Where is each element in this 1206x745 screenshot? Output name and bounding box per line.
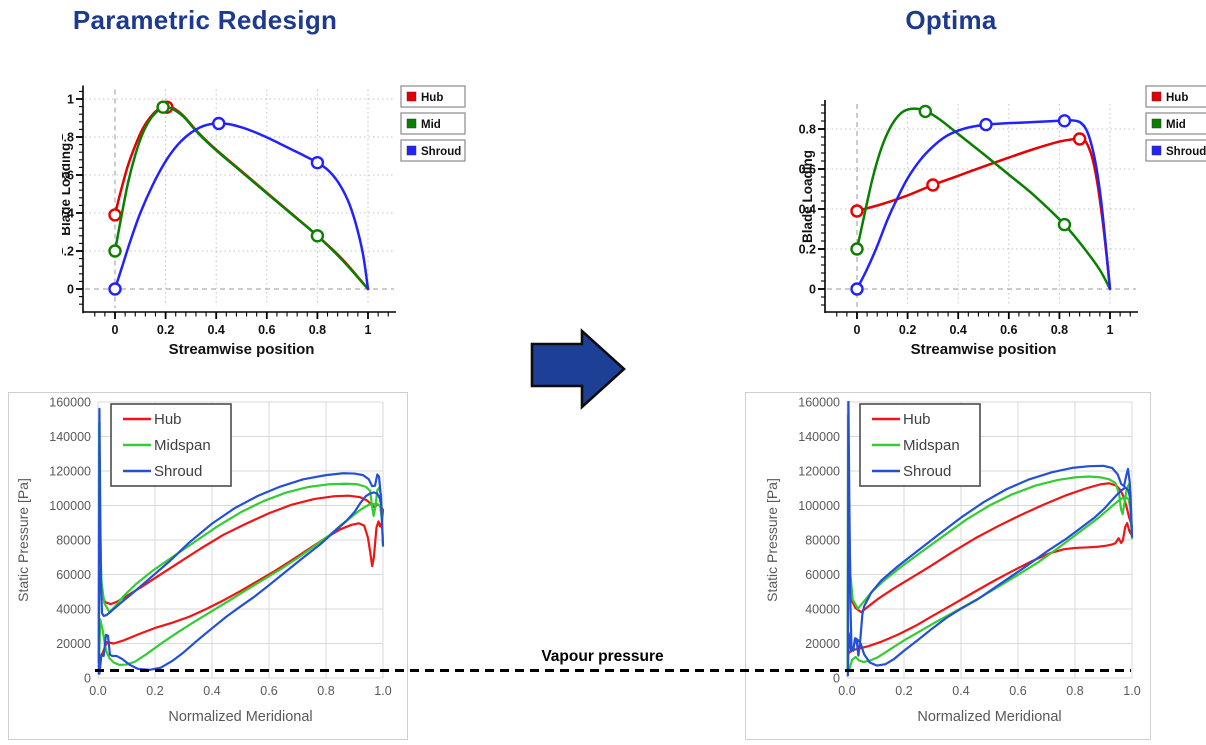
svg-text:140000: 140000 [49, 430, 91, 444]
svg-text:0: 0 [112, 323, 119, 337]
svg-text:40000: 40000 [56, 603, 91, 617]
svg-text:0.4: 0.4 [62, 207, 74, 221]
svg-text:Hub: Hub [421, 92, 443, 104]
svg-text:Streamwise position: Streamwise position [911, 341, 1057, 358]
svg-text:0.2: 0.2 [146, 684, 163, 698]
svg-text:Blade Loading: Blade Loading [800, 150, 815, 243]
svg-text:0.0: 0.0 [89, 684, 106, 698]
svg-text:0.0: 0.0 [838, 684, 855, 698]
static-pressure-chart-right: 0 20000 40000 60000 80000 100000 120000 140000 1… [745, 392, 1151, 740]
svg-text:0.4: 0.4 [950, 323, 967, 337]
svg-text:Mid: Mid [421, 119, 441, 131]
svg-text:0.4: 0.4 [952, 684, 969, 698]
transform-arrow [529, 328, 629, 412]
svg-text:Shroud: Shroud [903, 463, 951, 480]
svg-text:160000: 160000 [798, 396, 840, 410]
series-hub [846, 482, 1134, 655]
series-hub [855, 137, 1112, 291]
svg-text:Streamwise position: Streamwise position [169, 341, 315, 358]
svg-text:100000: 100000 [49, 499, 91, 513]
svg-text:80000: 80000 [805, 534, 840, 548]
svg-text:20000: 20000 [805, 637, 840, 651]
vapour-pressure-label: Vapour pressure [541, 648, 664, 665]
svg-text:0.8: 0.8 [1066, 684, 1083, 698]
svg-text:60000: 60000 [805, 568, 840, 582]
blade-loading-chart-right: 0 0.2 0.4 0.6 0.8 0 0.2 0.4 0.6 0.8 1 Streamwise po… [799, 85, 1206, 358]
svg-text:0.2: 0.2 [62, 245, 74, 259]
blade-loading-chart-left: 0 0.2 0.4 0.6 0.8 1 0 0.2 0.4 0.6 0.8 1 Streamwise p… [62, 85, 466, 358]
svg-text:20000: 20000 [56, 637, 91, 651]
svg-text:0.2: 0.2 [899, 323, 916, 337]
svg-text:1: 1 [67, 93, 74, 107]
svg-text:Static Pressure [Pa]: Static Pressure [Pa] [764, 478, 780, 602]
svg-text:0.6: 0.6 [1000, 323, 1017, 337]
series-mid [113, 105, 370, 291]
svg-text:100000: 100000 [798, 499, 840, 513]
series-shroud [855, 119, 1112, 291]
page-title-parametric-redesign: Parametric Redesign [72, 5, 338, 35]
svg-text:0.6: 0.6 [258, 323, 275, 337]
svg-text:Hub: Hub [903, 411, 931, 428]
svg-text:0.6: 0.6 [799, 163, 816, 177]
series-hub [113, 104, 370, 291]
svg-text:Shroud: Shroud [421, 146, 461, 158]
svg-text:Hub: Hub [154, 411, 182, 428]
svg-text:60000: 60000 [56, 568, 91, 582]
svg-text:Midspan: Midspan [154, 437, 211, 454]
static-pressure-chart-left: 0 20000 40000 60000 80000 100000 120000 140000 1… [8, 392, 408, 740]
svg-text:0: 0 [809, 283, 816, 297]
svg-text:1.0: 1.0 [1123, 684, 1140, 698]
svg-text:Midspan: Midspan [903, 437, 960, 454]
svg-text:40000: 40000 [805, 603, 840, 617]
svg-text:160000: 160000 [49, 396, 91, 410]
svg-text:140000: 140000 [798, 430, 840, 444]
svg-text:0.8: 0.8 [799, 123, 816, 137]
svg-text:0.6: 0.6 [62, 169, 74, 183]
svg-text:Mid: Mid [1166, 119, 1186, 131]
svg-text:1.0: 1.0 [374, 684, 391, 698]
arrow-right-icon [530, 328, 626, 410]
svg-text:0.6: 0.6 [1009, 684, 1026, 698]
svg-text:Normalized Meridional: Normalized Meridional [917, 709, 1061, 725]
svg-text:Shroud: Shroud [1166, 146, 1206, 158]
svg-text:0: 0 [84, 672, 91, 686]
svg-text:0.8: 0.8 [317, 684, 334, 698]
svg-text:120000: 120000 [49, 465, 91, 479]
svg-text:0: 0 [854, 323, 861, 337]
svg-text:Shroud: Shroud [154, 463, 202, 480]
svg-text:0: 0 [67, 283, 74, 297]
series-hub [97, 494, 385, 660]
svg-text:0.4: 0.4 [203, 684, 220, 698]
svg-text:0.4: 0.4 [799, 203, 816, 217]
svg-text:1: 1 [1107, 323, 1114, 337]
vapour-pressure-line [95, 669, 1131, 672]
series-shroud [846, 401, 1134, 677]
svg-text:0.8: 0.8 [62, 131, 74, 145]
svg-text:Normalized Meridional: Normalized Meridional [168, 709, 312, 725]
svg-text:0.4: 0.4 [208, 323, 225, 337]
svg-text:0.2: 0.2 [157, 323, 174, 337]
svg-text:0.6: 0.6 [260, 684, 277, 698]
svg-text:120000: 120000 [798, 465, 840, 479]
series-shroud [113, 121, 370, 291]
svg-text:Blade Loading: Blade Loading [62, 143, 73, 236]
svg-text:Hub: Hub [1166, 92, 1188, 104]
svg-text:Static Pressure [Pa]: Static Pressure [Pa] [15, 478, 31, 602]
page-title-optima: Optima [905, 5, 997, 35]
svg-text:0.8: 0.8 [309, 323, 326, 337]
svg-text:0: 0 [833, 672, 840, 686]
svg-text:0.2: 0.2 [799, 243, 816, 257]
svg-text:1: 1 [365, 323, 372, 337]
svg-text:0.8: 0.8 [1051, 323, 1068, 337]
svg-text:80000: 80000 [56, 534, 91, 548]
svg-text:0.2: 0.2 [895, 684, 912, 698]
